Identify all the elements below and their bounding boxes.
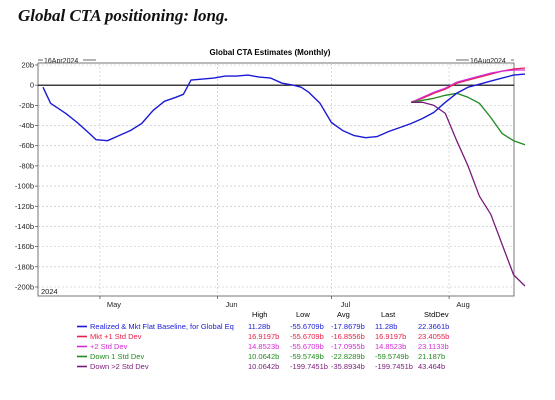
series-line-down-2-std — [411, 101, 526, 287]
y-tick-label: -200b — [15, 283, 34, 292]
stats-value: 11.28b — [248, 322, 270, 331]
range-start-label: 16Apr2024 — [44, 58, 78, 65]
stats-value: 14.8523b — [375, 342, 406, 351]
y-tick-label: -60b — [19, 141, 34, 150]
y-tick-label: 20b — [21, 61, 34, 70]
stats-value: -17.0955b — [331, 342, 365, 351]
stats-table: High Low Avg Last StdDev Realized & Mkt Flat … — [77, 310, 449, 371]
stats-value: 23.1133b — [418, 342, 449, 351]
year-label: 2024 — [41, 287, 58, 296]
chart-title: Global CTA Estimates (Monthly) — [210, 48, 331, 57]
stats-header: High — [252, 310, 267, 319]
y-axis: 20b 0 -20b -40b -60b -80b -100b -120b -140b -160b… — [15, 61, 38, 292]
stats-value: -16.8556b — [331, 332, 365, 341]
y-tick-label: -140b — [15, 222, 34, 231]
stats-value: 14.8523b — [248, 342, 279, 351]
stats-value: 22.3661b — [418, 322, 449, 331]
stats-value: 23.4055b — [418, 332, 449, 341]
stats-value: 16.9197b — [248, 332, 279, 341]
plot-area — [37, 62, 515, 297]
stats-value: -59.5749b — [290, 352, 324, 361]
range-end-label: 16Aug2024 — [470, 58, 506, 65]
x-tick-label: Aug — [456, 300, 469, 309]
y-tick-label: 0 — [30, 81, 34, 90]
x-tick-label: Jul — [341, 300, 351, 309]
stats-value: 11.28b — [375, 322, 397, 331]
range-marker-start: 16Apr2024 — [38, 58, 96, 65]
stats-value: -22.8289b — [331, 352, 365, 361]
legend-entry: +2 Std Dev — [90, 342, 128, 351]
legend-entry: Down 1 Std Dev — [90, 352, 144, 361]
legend-entry: Realized & Mkt Flat Baseline, for Global… — [90, 322, 234, 331]
stats-value: 16.9197b — [375, 332, 406, 341]
stats-value: 10.0642b — [248, 362, 279, 371]
stats-value: -17.8679b — [331, 322, 365, 331]
stats-value: -35.8934b — [331, 362, 365, 371]
x-axis: May Jun Jul Aug — [99, 296, 470, 309]
stats-value: -199.7451b — [375, 362, 413, 371]
stats-header: Low — [296, 310, 310, 319]
page-heading: Global CTA positioning: long. — [18, 6, 229, 25]
x-tick-label: May — [107, 300, 121, 309]
stats-value: -55.6709b — [290, 342, 324, 351]
stats-header: Last — [381, 310, 396, 319]
stats-header: Avg — [337, 310, 350, 319]
y-tick-label: -180b — [15, 262, 34, 271]
y-tick-label: -100b — [15, 182, 34, 191]
range-marker-end: 16Aug2024 — [456, 58, 514, 65]
y-tick-label: -80b — [19, 161, 34, 170]
y-tick-label: -40b — [19, 121, 34, 130]
y-tick-label: -20b — [19, 101, 34, 110]
stats-value: -55.6709b — [290, 332, 324, 341]
stats-value: 21.187b — [418, 352, 445, 361]
stats-value: -199.7451b — [290, 362, 328, 371]
x-tick-label: Jun — [226, 300, 238, 309]
stats-value: 10.0642b — [248, 352, 279, 361]
stats-value: 43.464b — [418, 362, 445, 371]
series-line-down-1-std — [410, 92, 526, 146]
grid — [38, 63, 514, 296]
legend-entry: Mkt +1 Std Dev — [90, 332, 142, 341]
stats-value: -55.6709b — [290, 322, 324, 331]
series-line-plus-2-std — [410, 69, 525, 103]
stats-value: -59.5749b — [375, 352, 409, 361]
y-tick-label: -160b — [15, 242, 34, 251]
series-lines — [42, 67, 526, 287]
legend-entry: Down >2 Std Dev — [90, 362, 149, 371]
y-tick-label: -120b — [15, 202, 34, 211]
series-line-baseline — [42, 73, 526, 142]
stats-header: StdDev — [424, 310, 449, 319]
